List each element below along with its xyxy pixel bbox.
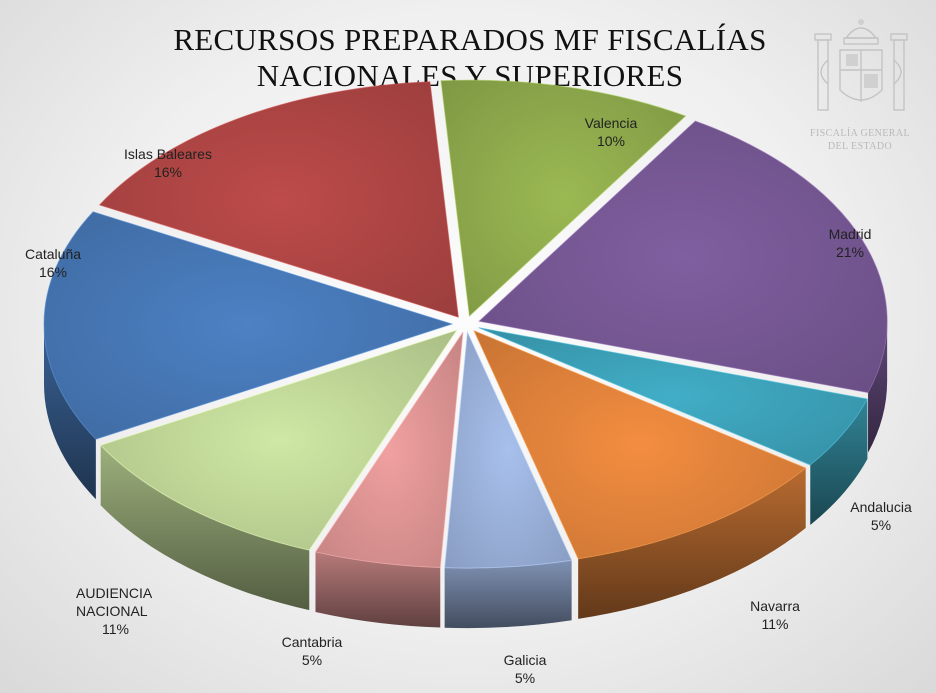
label-valencia: Valencia 10% bbox=[566, 114, 656, 150]
pie-slice-cataluña bbox=[43, 211, 454, 440]
label-audiencia-nacional-name-1: AUDIENCIA bbox=[76, 585, 153, 601]
pie-slice-galicia bbox=[444, 330, 573, 569]
pie-slice-madrid bbox=[478, 120, 888, 394]
label-audiencia-nacional-name-2: NACIONAL bbox=[76, 603, 148, 619]
emblem-caption-line-1: FISCALÍA GENERAL bbox=[809, 128, 910, 139]
pie-slice-side-madrid bbox=[868, 321, 888, 453]
label-cantabria-name: Cantabria bbox=[281, 634, 343, 650]
pie-slice-islas-baleares bbox=[98, 81, 460, 318]
pie-slice-side-galicia bbox=[444, 560, 572, 629]
label-cataluna: Cataluña 16% bbox=[8, 245, 98, 281]
pie-slice-side-navarra bbox=[578, 468, 806, 619]
emblem-caption: FISCALÍA GENERAL DEL ESTADO bbox=[790, 127, 930, 153]
coat-of-arms-icon bbox=[814, 19, 908, 111]
label-islas-baleares-name: Islas Baleares bbox=[124, 146, 212, 162]
label-galicia: Galicia 5% bbox=[480, 651, 570, 687]
label-audiencia-nacional: AUDIENCIA NACIONAL 11% bbox=[76, 584, 196, 638]
label-islas-baleares-pct: 16% bbox=[153, 164, 183, 180]
pie-slice-cantabria bbox=[314, 331, 464, 569]
label-navarra-pct: 11% bbox=[761, 616, 789, 632]
label-madrid: Madrid 21% bbox=[810, 225, 890, 261]
pie-slice-side-andalucia bbox=[810, 398, 868, 526]
chart-title-line-1: RECURSOS PREPARADOS MF FISCALÍAS bbox=[173, 22, 767, 57]
label-cantabria: Cantabria 5% bbox=[262, 633, 362, 669]
label-navarra: Navarra 11% bbox=[730, 597, 820, 633]
label-andalucia-pct: 5% bbox=[870, 517, 892, 533]
label-cataluna-pct: 16% bbox=[38, 264, 68, 280]
label-islas-baleares: Islas Baleares 16% bbox=[108, 145, 228, 181]
pie-slice-navarra bbox=[472, 329, 807, 560]
label-galicia-name: Galicia bbox=[503, 652, 547, 668]
pie-slice-side-audiencia-nacional bbox=[100, 445, 310, 611]
label-navarra-name: Navarra bbox=[750, 598, 800, 614]
label-valencia-name: Valencia bbox=[584, 115, 638, 131]
label-andalucia: Andalucia 5% bbox=[836, 498, 926, 534]
pie-slice-side-cataluña bbox=[44, 324, 96, 500]
label-andalucia-name: Andalucia bbox=[850, 499, 912, 515]
emblem-caption-line-2: DEL ESTADO bbox=[827, 141, 893, 152]
pie-slice-side-cantabria bbox=[315, 551, 441, 628]
pie-slice-andalucia bbox=[478, 327, 869, 466]
label-madrid-pct: 21% bbox=[835, 244, 865, 260]
label-audiencia-nacional-pct: 11% bbox=[102, 621, 129, 637]
label-madrid-name: Madrid bbox=[828, 226, 872, 242]
label-valencia-pct: 10% bbox=[596, 133, 626, 149]
label-cantabria-pct: 5% bbox=[301, 652, 323, 668]
pie-slice-valencia bbox=[440, 79, 687, 318]
pie-slice-audiencia-nacional bbox=[99, 329, 459, 551]
chart-title: RECURSOS PREPARADOS MF FISCALÍAS NACIONA… bbox=[160, 22, 780, 94]
label-galicia-pct: 5% bbox=[514, 670, 536, 686]
label-cataluna-name: Cataluña bbox=[24, 246, 82, 262]
